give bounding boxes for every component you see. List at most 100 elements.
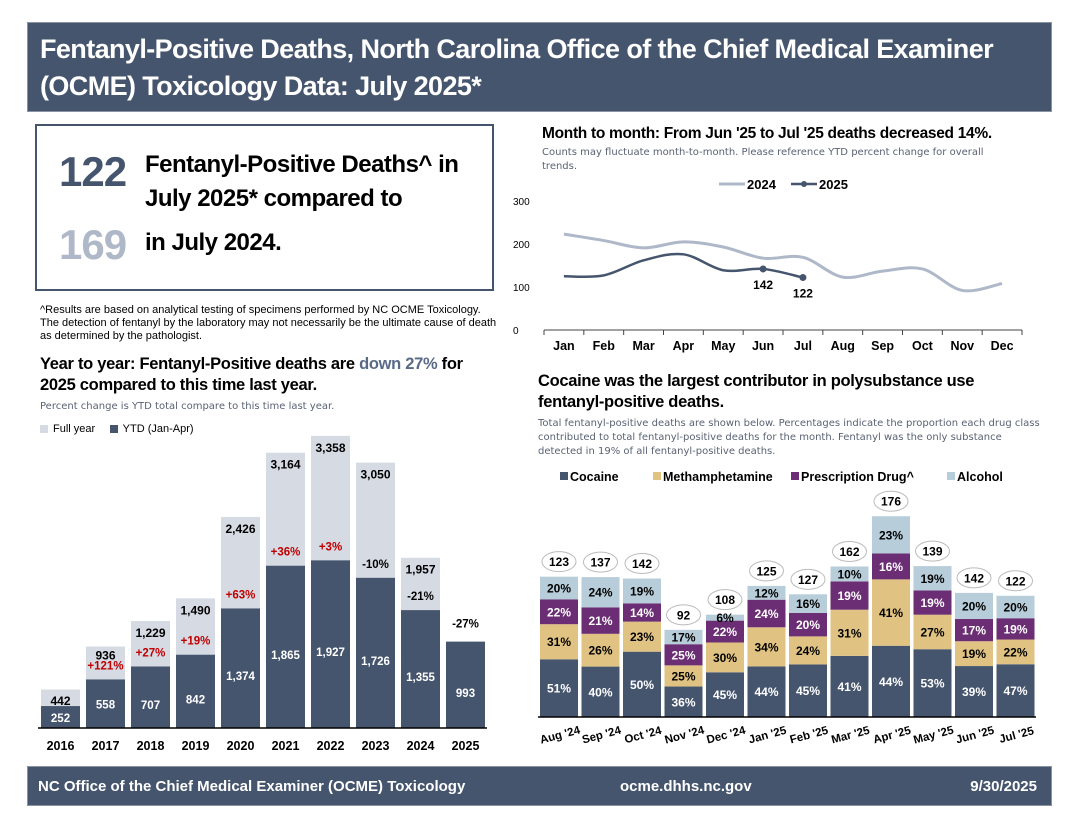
legend-label-2024: 2024 (747, 177, 777, 192)
bar-segment-Cocaine (872, 645, 910, 717)
bar-segment-Prescription Drug^ (872, 553, 910, 580)
segment-label: 19% (837, 589, 861, 603)
label-full-year: 3,358 (315, 441, 345, 455)
x-tick-label: Mar '25 (830, 725, 872, 747)
bar-segment-Alcohol (789, 594, 827, 614)
segment-label: 22% (1003, 645, 1027, 659)
x-tick-label: Mar (632, 339, 654, 353)
segment-label: 41% (837, 680, 861, 694)
total-label: 127 (798, 573, 818, 587)
bar-ytd-2019 (176, 654, 215, 728)
total-label: 137 (590, 556, 610, 570)
label-ytd: 993 (456, 688, 475, 700)
total-bubble (956, 567, 992, 589)
bar-segment-Methamphetamine (830, 609, 869, 656)
label-pct-change: -10% (362, 559, 389, 571)
x-tick-label: Jan (553, 339, 575, 353)
footer-org: NC Office of the Chief Medical Examiner … (38, 778, 466, 795)
legend-label: YTD (Jan-Apr) (122, 423, 194, 435)
bar-segment-Cocaine (830, 655, 869, 717)
bar-ytd-2016 (41, 706, 80, 728)
bar-ytd-2017 (86, 679, 125, 728)
bar-segment-Prescription Drug^ (581, 607, 620, 634)
total-bubble (624, 553, 660, 575)
bar-ytd-2022 (311, 560, 350, 728)
label-full-year: 1,229 (135, 626, 165, 640)
month-heading: Month to month: From Jun '25 to Jul '25 … (542, 125, 992, 142)
header-banner: Fentanyl-Positive Deaths, North Carolina… (27, 22, 1052, 112)
bar-segment-Methamphetamine (706, 642, 744, 673)
legend-label: Full year (53, 423, 96, 435)
label-pct-change: -21% (407, 591, 434, 603)
x-tick-label: Jul '25 (998, 725, 1036, 746)
segment-label: 16% (879, 560, 903, 574)
x-tick-label: Oct '24 (623, 725, 663, 747)
total-label: 162 (839, 545, 859, 559)
bar-segment-Methamphetamine (872, 579, 910, 646)
segment-label: 16% (796, 597, 820, 611)
segment-label: 47% (1003, 684, 1027, 698)
segment-label: 22% (547, 605, 571, 619)
bar-ytd-2021 (266, 565, 305, 728)
data-point-Jul (799, 274, 807, 282)
bar-segment-Alcohol (830, 566, 869, 582)
label-ytd: 252 (51, 713, 70, 725)
month-line-chart: 0 100 200 300 Jan Feb Mar Apr May Jun Jul Aug Sep Oct… (513, 177, 1023, 353)
bar-ytd-2020 (221, 608, 260, 728)
footer-date: 9/30/2025 (970, 778, 1037, 795)
label-ytd: 1,355 (406, 672, 435, 684)
legend-label-Methamphetamine: Methamphetamine (663, 470, 773, 484)
label-pct-change: +3% (319, 541, 342, 553)
segment-label: 34% (754, 640, 778, 654)
segment-label: 17% (962, 624, 986, 638)
bar-segment-Alcohol (872, 516, 910, 554)
total-bubble (915, 540, 950, 562)
footnote: ^Results are based on analytical testing… (40, 304, 497, 342)
total-label: 122 (1005, 574, 1025, 588)
poly-heading: Cocaine was the largest contributor in p… (538, 372, 975, 411)
segment-label: 31% (837, 626, 861, 640)
bar-segment-Alcohol (664, 629, 703, 645)
x-tick-label: Jul (794, 339, 812, 353)
footer-url[interactable]: ocme.dhhs.nc.gov (620, 778, 752, 795)
y-tick-label: 0 (513, 326, 519, 337)
legend-ytd: YTD (Jan-Apr) (109, 423, 194, 435)
bar-segment-Prescription Drug^ (830, 581, 869, 610)
bar-ytd-2025 (446, 641, 485, 728)
segment-label: 30% (713, 651, 737, 665)
bar-segment-Prescription Drug^ (706, 620, 744, 643)
x-tick-label: Nov '24 (664, 724, 707, 746)
legend-swatch-Alcohol (947, 472, 955, 480)
bar-segment-Alcohol (747, 585, 786, 600)
bar-segment-Alcohol (913, 566, 952, 591)
x-tick-label: May '25 (912, 724, 955, 746)
bar-ytd-2023 (356, 577, 395, 728)
segment-label: 24% (754, 607, 778, 621)
bar-segment-Prescription Drug^ (623, 603, 661, 622)
total-label: 108 (715, 593, 735, 607)
label-pct-change: -27% (452, 619, 479, 631)
label-full-year: 1,490 (180, 603, 210, 617)
kpi-prior-text: in July 2024. (145, 229, 282, 256)
segment-label: 17% (671, 631, 695, 645)
segment-label: 14% (630, 606, 654, 620)
year-subtitle: Percent change is YTD total compare to t… (40, 401, 335, 412)
x-tick-label: 2024 (407, 739, 435, 753)
segment-label: 45% (713, 688, 737, 702)
label-full-year: 442 (50, 694, 70, 708)
legend-label-Alcohol: Alcohol (957, 470, 1003, 484)
bar-segment-Cocaine (955, 666, 993, 717)
segment-label: 41% (879, 606, 903, 620)
bar-segment-Methamphetamine (996, 639, 1035, 665)
total-bubble (707, 589, 743, 611)
label-pct-change: +19% (181, 636, 211, 648)
segment-label: 39% (962, 685, 986, 699)
year-heading-pre: Year to year: Fentanyl-Positive deaths a… (40, 355, 360, 373)
segment-label: 51% (547, 682, 571, 696)
poly-stacked-chart: Cocaine Methamphetamine Prescription Drug^… (538, 470, 1036, 747)
segment-label: 45% (796, 684, 820, 698)
poly-section: Cocaine was the largest contributor in p… (538, 371, 1048, 459)
x-tick-label: Oct (912, 339, 934, 353)
segment-label: 10% (837, 567, 861, 581)
bar-segment-Methamphetamine (664, 665, 703, 687)
